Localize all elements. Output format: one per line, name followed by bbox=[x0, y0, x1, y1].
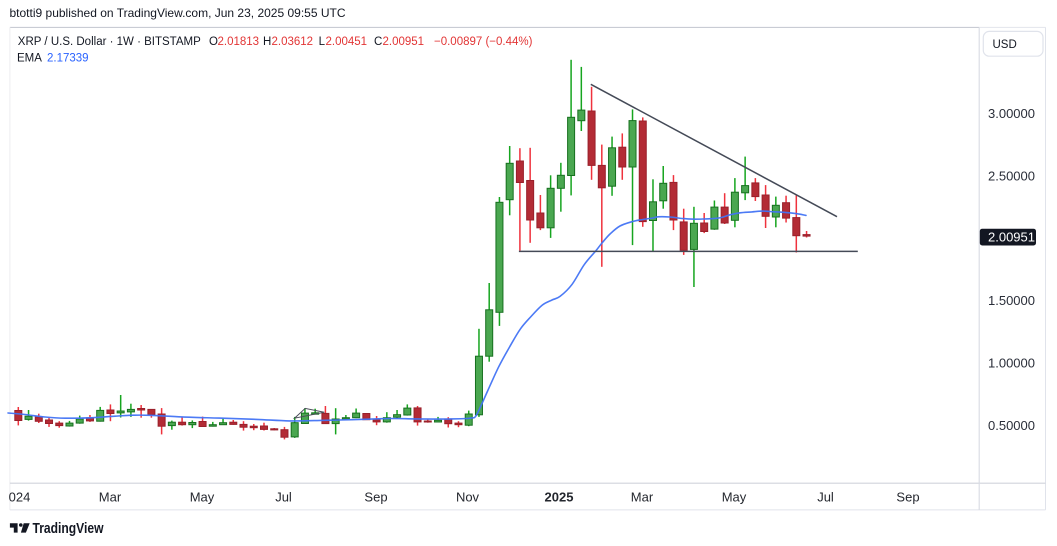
svg-text:3.00000: 3.00000 bbox=[988, 106, 1035, 121]
svg-text:Mar: Mar bbox=[631, 490, 654, 505]
svg-text:Sep: Sep bbox=[364, 490, 387, 505]
svg-text:L: L bbox=[319, 36, 326, 48]
svg-text:O: O bbox=[209, 36, 218, 48]
svg-text:2025: 2025 bbox=[545, 490, 574, 505]
svg-text:EMA: EMA bbox=[17, 52, 42, 64]
svg-text:Jul: Jul bbox=[275, 490, 292, 505]
svg-text:Sep: Sep bbox=[896, 490, 919, 505]
svg-text:TradingView: TradingView bbox=[33, 520, 104, 537]
svg-text:1.50000: 1.50000 bbox=[988, 293, 1035, 308]
svg-text:−0.00897 (−0.44%): −0.00897 (−0.44%) bbox=[434, 36, 533, 48]
svg-text:USD: USD bbox=[993, 39, 1017, 51]
svg-text:2.00951: 2.00951 bbox=[383, 36, 425, 48]
svg-text:H: H bbox=[263, 36, 271, 48]
svg-text:May: May bbox=[722, 490, 747, 505]
svg-text:0.50000: 0.50000 bbox=[988, 418, 1035, 433]
svg-text:2.50000: 2.50000 bbox=[988, 168, 1035, 183]
svg-text:2.00951: 2.00951 bbox=[988, 230, 1035, 245]
svg-text:May: May bbox=[190, 490, 215, 505]
svg-text:Mar: Mar bbox=[99, 490, 122, 505]
svg-text:Nov: Nov bbox=[456, 490, 480, 505]
svg-text:XRP / U.S. Dollar · 1W · BITST: XRP / U.S. Dollar · 1W · BITSTAMP bbox=[18, 36, 201, 48]
svg-text:2.03612: 2.03612 bbox=[272, 36, 314, 48]
svg-text:2.17339: 2.17339 bbox=[47, 52, 89, 64]
svg-text:btotti9 published on TradingVi: btotti9 published on TradingView.com, Ju… bbox=[10, 6, 346, 20]
svg-text:2.00451: 2.00451 bbox=[326, 36, 368, 48]
svg-text:2.01813: 2.01813 bbox=[218, 36, 260, 48]
svg-text:Jul: Jul bbox=[817, 490, 834, 505]
svg-text:024: 024 bbox=[9, 490, 31, 505]
svg-text:C: C bbox=[374, 36, 382, 48]
svg-text:1.00000: 1.00000 bbox=[988, 355, 1035, 370]
